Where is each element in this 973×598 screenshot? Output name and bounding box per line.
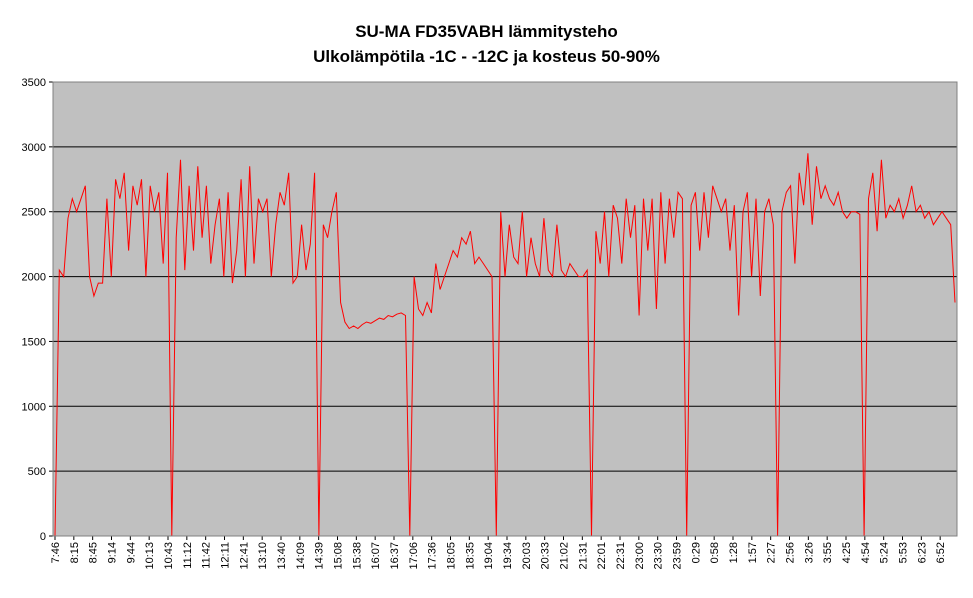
plot-area <box>53 82 957 536</box>
x-tick-label: 1:57 <box>747 542 759 563</box>
x-tick-label: 0:29 <box>690 542 702 563</box>
x-tick-label: 8:45 <box>88 542 100 563</box>
x-tick-label: 13:40 <box>276 542 288 570</box>
x-tick-label: 6:23 <box>916 542 928 563</box>
x-tick-label: 18:05 <box>446 542 458 570</box>
x-tick-label: 3:26 <box>803 542 815 563</box>
y-tick-label: 3000 <box>22 142 46 154</box>
x-axis: 7:46 8:15 8:45 9:14 9:44 10:13 10:43 11:12 11:42… <box>50 536 947 570</box>
x-tick-label: 9:44 <box>125 542 137 563</box>
chart-subtitle: Ulkolämpötila -1C - -12C ja kosteus 50-9… <box>313 47 660 66</box>
x-tick-label: 17:36 <box>427 542 439 570</box>
x-tick-label: 6:52 <box>935 542 947 563</box>
x-tick-label: 4:25 <box>841 542 853 563</box>
x-tick-label: 21:31 <box>577 542 589 570</box>
y-tick-label: 500 <box>28 466 46 478</box>
y-tick-label: 1000 <box>22 401 46 413</box>
x-tick-label: 23:00 <box>634 542 646 570</box>
x-tick-label: 10:43 <box>163 542 175 570</box>
series-line <box>54 153 956 537</box>
x-tick-label: 7:46 <box>50 542 62 563</box>
x-tick-label: 13:10 <box>257 542 269 570</box>
x-tick-label: 11:42 <box>201 542 213 569</box>
y-tick-label: 2000 <box>22 272 46 284</box>
x-tick-label: 11:12 <box>182 542 194 569</box>
x-tick-label: 16:07 <box>370 542 382 570</box>
x-tick-label: 10:13 <box>144 542 156 570</box>
x-tick-label: 0:58 <box>709 542 721 563</box>
x-tick-label: 14:09 <box>295 542 307 570</box>
x-tick-label: 2:27 <box>766 542 778 563</box>
y-tick-label: 1500 <box>22 336 46 348</box>
x-tick-label: 12:41 <box>238 542 250 570</box>
y-tick-label: 3500 <box>22 77 46 89</box>
x-tick-label: 14:39 <box>314 542 326 570</box>
x-tick-label: 16:37 <box>389 542 401 570</box>
x-tick-label: 23:59 <box>672 542 684 570</box>
x-tick-label: 3:55 <box>822 542 834 563</box>
x-tick-label: 18:35 <box>464 542 476 570</box>
x-tick-label: 5:53 <box>898 542 910 563</box>
x-tick-label: 1:28 <box>728 542 740 563</box>
x-tick-label: 4:54 <box>860 542 872 563</box>
x-tick-label: 22:31 <box>615 542 627 570</box>
chart-title: SU-MA FD35VABH lämmitysteho <box>355 22 618 41</box>
x-tick-label: 22:01 <box>596 542 608 570</box>
x-tick-label: 2:56 <box>785 542 797 563</box>
x-tick-label: 9:14 <box>107 542 119 563</box>
x-tick-label: 12:11 <box>220 542 232 569</box>
x-tick-label: 17:06 <box>408 542 420 570</box>
x-tick-label: 19:04 <box>483 542 495 570</box>
x-tick-label: 15:08 <box>333 542 345 570</box>
y-axis: 0 500 1000 1500 2000 2500 3000 3500 <box>22 77 53 543</box>
x-tick-label: 5:24 <box>879 542 891 563</box>
x-tick-label: 15:38 <box>351 542 363 570</box>
x-tick-label: 19:34 <box>502 542 514 570</box>
x-tick-label: 23:30 <box>653 542 665 570</box>
x-tick-label: 20:03 <box>521 542 533 570</box>
y-tick-label: 0 <box>40 531 46 543</box>
x-tick-label: 21:02 <box>559 542 571 570</box>
x-tick-label: 8:15 <box>69 542 81 563</box>
plot-frame <box>52 81 958 537</box>
x-tick-label: 20:33 <box>540 542 552 570</box>
y-tick-label: 2500 <box>22 207 46 219</box>
